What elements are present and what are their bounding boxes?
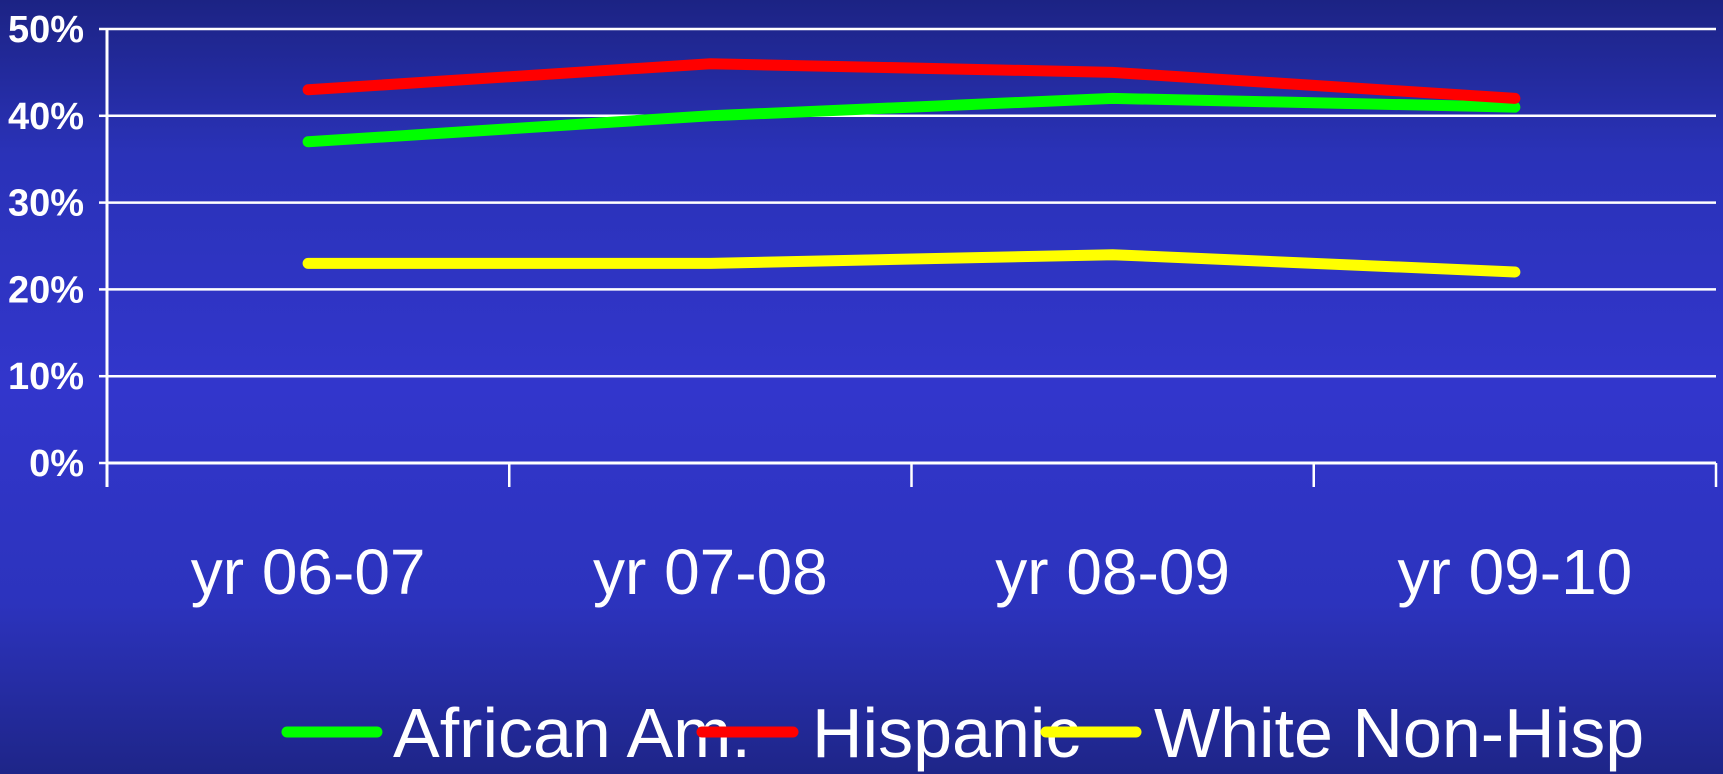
y-tick-label: 50% xyxy=(8,9,84,51)
legend-item: White Non-Hisp xyxy=(1040,694,1644,772)
x-axis-tick-labels: yr 06-07 yr 07-08 yr 08-09 yr 09-10 xyxy=(191,536,1633,608)
y-tick-label: 30% xyxy=(8,183,84,225)
y-tick-label: 20% xyxy=(8,269,84,311)
x-tick-label: yr 07-08 xyxy=(593,536,828,608)
y-tick-label: 10% xyxy=(8,356,84,398)
series-line-hispanic xyxy=(302,58,1521,104)
legend-label: African Am. xyxy=(393,694,751,772)
gridlines xyxy=(107,27,1716,465)
y-tick-label: 40% xyxy=(8,96,84,138)
legend-label: Hispanic xyxy=(812,694,1080,772)
y-axis-tick-labels: 0% 10% 20% 30% 40% 50% xyxy=(8,9,84,485)
series-line-african-am xyxy=(302,92,1521,148)
axes xyxy=(99,27,1718,487)
legend: African Am. Hispanic White Non-Hisp xyxy=(281,694,1644,772)
series-lines xyxy=(302,58,1521,278)
x-tick-label: yr 08-09 xyxy=(995,536,1230,608)
y-tick-label: 0% xyxy=(29,443,84,485)
legend-item: Hispanic xyxy=(696,694,1080,772)
x-tick-label: yr 06-07 xyxy=(191,536,426,608)
series-line-white-non-hisp xyxy=(302,249,1521,278)
legend-label: White Non-Hisp xyxy=(1154,694,1644,772)
legend-item: African Am. xyxy=(281,694,751,772)
x-tick-label: yr 09-10 xyxy=(1397,536,1632,608)
